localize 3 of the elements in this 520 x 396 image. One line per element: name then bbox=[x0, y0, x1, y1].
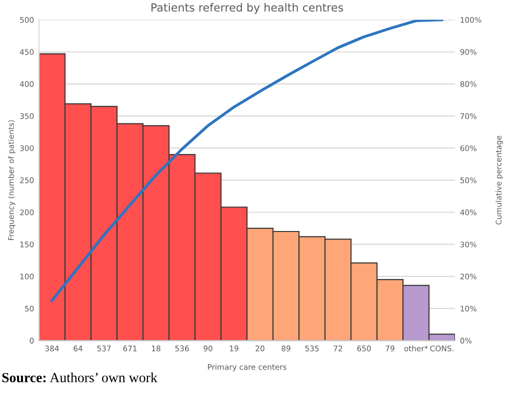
line-series bbox=[50, 20, 444, 302]
chart-title: Patients referred by health centres bbox=[152, 3, 344, 14]
source-note: Source: Authors’ own work bbox=[2, 372, 158, 382]
